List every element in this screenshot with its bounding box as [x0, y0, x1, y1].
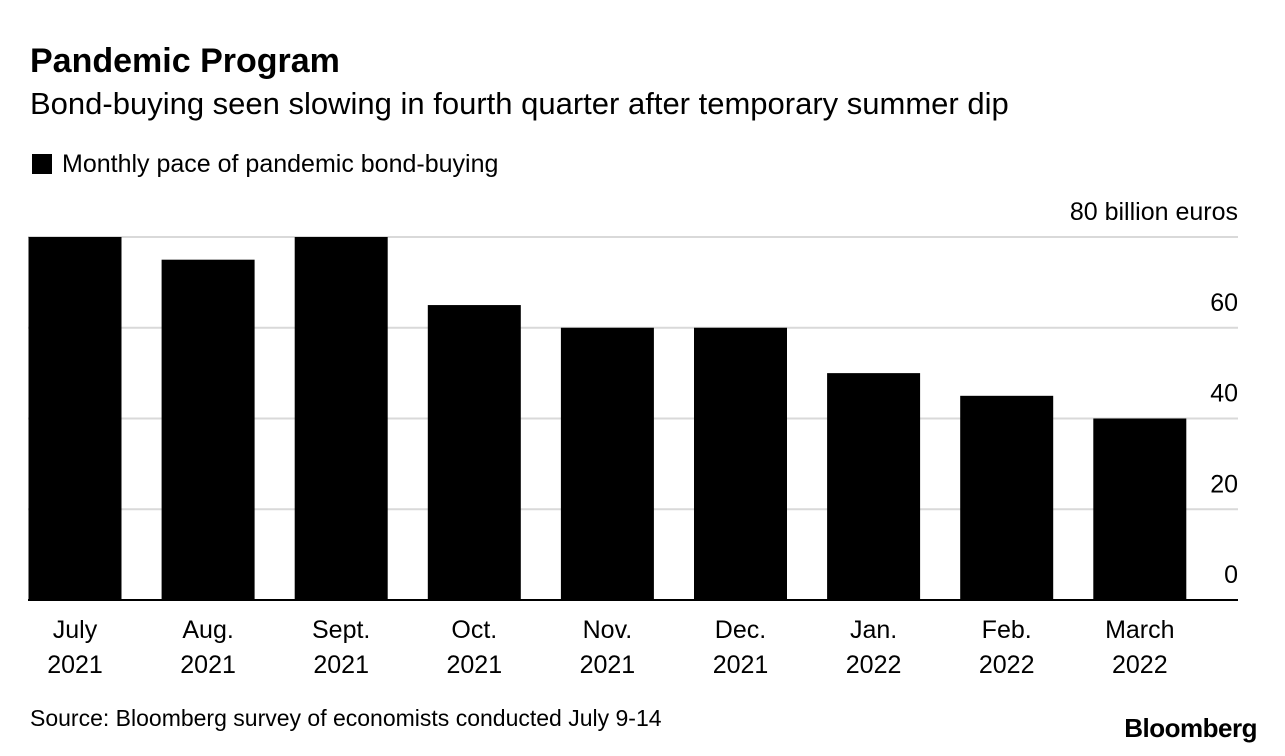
x-tick-label-year-0: 2021 [47, 651, 103, 679]
bar-6 [827, 373, 921, 600]
x-tick-label-month-7: Feb. [982, 616, 1032, 644]
bar-1 [161, 259, 255, 600]
x-tick-label-month-0: July [53, 616, 98, 644]
x-tick-label-year-1: 2021 [180, 651, 236, 679]
legend-swatch [32, 154, 52, 174]
legend-label: Monthly pace of pandemic bond-buying [62, 149, 499, 178]
bar-2 [294, 237, 388, 600]
bar-8 [1093, 418, 1187, 600]
y-tick-label-40: 40 [1210, 380, 1238, 408]
x-tick-label-month-6: Jan. [850, 616, 897, 644]
x-tick-label-year-2: 2021 [313, 651, 369, 679]
bar-3 [427, 305, 521, 600]
x-tick-label-month-5: Dec. [715, 616, 766, 644]
x-tick-label-year-3: 2021 [446, 651, 502, 679]
bar-5 [694, 327, 787, 600]
x-tick-label-year-5: 2021 [713, 651, 769, 679]
x-tick-label-month-8: March [1105, 616, 1174, 644]
y-tick-label-20: 20 [1210, 470, 1238, 498]
chart-subtitle: Bond-buying seen slowing in fourth quart… [30, 86, 1009, 121]
source-note: Source: Bloomberg survey of economists c… [30, 705, 662, 731]
legend: Monthly pace of pandemic bond-buying [32, 148, 498, 180]
x-tick-label-month-4: Nov. [583, 616, 633, 644]
x-tick-label-month-1: Aug. [182, 616, 233, 644]
bar-4 [560, 327, 654, 600]
x-tick-label-month-2: Sept. [312, 616, 370, 644]
bar-0 [28, 237, 122, 600]
bloomberg-logo: Bloomberg [1124, 713, 1257, 743]
x-tick-label-year-8: 2022 [1112, 651, 1168, 679]
x-tick-label-year-4: 2021 [580, 651, 636, 679]
y-tick-label-80: 80 billion euros [1070, 198, 1238, 226]
bar-7 [960, 395, 1054, 600]
y-tick-label-60: 60 [1210, 289, 1238, 317]
chart-title: Pandemic Program [30, 42, 340, 80]
x-tick-label-year-6: 2022 [846, 651, 902, 679]
x-tick-label-month-3: Oct. [451, 616, 497, 644]
x-tick-label-year-7: 2022 [979, 651, 1035, 679]
y-tick-label-0: 0 [1224, 561, 1238, 589]
